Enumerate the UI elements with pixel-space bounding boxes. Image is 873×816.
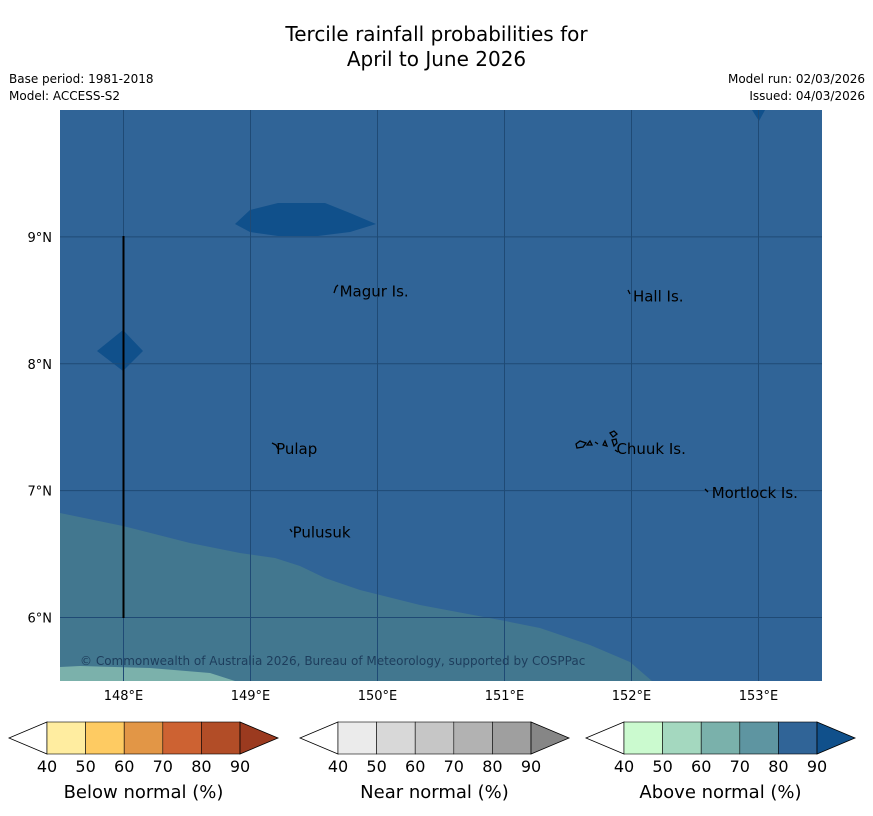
colorbar-min-extension — [7, 721, 48, 755]
colorbar-min-extension — [584, 721, 625, 755]
colorbar-tick-label: 80 — [768, 757, 788, 776]
colorbar-segment — [700, 721, 741, 755]
lon-tick-label: 151°E — [485, 689, 525, 704]
pulusuk-island-outline — [289, 528, 293, 533]
place-label: Hall Is. — [633, 288, 684, 306]
lat-tick-label: 8°N — [28, 358, 53, 373]
model-run: Model run: 02/03/2026 — [727, 72, 865, 86]
place-label: Pulusuk — [293, 524, 351, 542]
colorbar-3: 40 50 60 70 80 90 Above normal (%) — [584, 721, 857, 803]
place-label: Mortlock Is. — [712, 484, 798, 502]
colorbar-max-extension — [239, 721, 280, 755]
colorbar-segment — [201, 721, 241, 755]
colorbar-tick-label: 70 — [153, 757, 173, 776]
colorbar-tick-label: 40 — [37, 757, 57, 776]
colorbars: 40 50 60 70 80 90 Below normal (%) 40 50 60 70 80 90… — [7, 721, 857, 803]
title-line-2: April to June 2026 — [346, 47, 527, 71]
colorbar-tick-label: 40 — [614, 757, 634, 776]
copyright-notice: © Commonwealth of Australia 2026, Bureau… — [80, 654, 585, 668]
colorbar-tick-label: 40 — [328, 757, 348, 776]
base-info: Base period: 1981-2018 Model: ACCESS-S2 — [9, 71, 154, 105]
chuuk-island-outlines — [575, 430, 619, 453]
colorbar-tick-label: 80 — [191, 757, 211, 776]
colorbar-tick-label: 90 — [230, 757, 250, 776]
colorbar-segment — [662, 721, 702, 755]
colorbar-tick-label: 50 — [652, 757, 672, 776]
island-outlines — [271, 284, 709, 533]
lon-tick-label: 148°E — [104, 689, 144, 704]
place-labels: Magur Is. Hall Is. Pulap Chuuk Is. Mortlock … — [276, 282, 798, 541]
title-line-1: Tercile rainfall probabilities for — [285, 22, 588, 46]
colorbar-segment — [739, 721, 779, 755]
colorbar-2: 40 50 60 70 80 90 Near normal (%) — [298, 721, 571, 803]
colorbar-1: 40 50 60 70 80 90 Below normal (%) — [7, 721, 280, 803]
run-info: Model run: 02/03/2026 Issued: 04/03/2026 — [728, 71, 865, 105]
lat-tick-label: 7°N — [28, 485, 53, 500]
colorbar-segment — [85, 721, 125, 755]
colorbar-segment — [492, 721, 532, 755]
colorbar-tick-label: 60 — [114, 757, 134, 776]
colorbar-tick-label: 50 — [75, 757, 95, 776]
colorbar-segment — [453, 721, 493, 755]
colorbar-tick-label: 70 — [730, 757, 750, 776]
colorbar-max-extension — [530, 721, 571, 755]
colorbar-label: Above normal (%) — [639, 782, 801, 803]
colorbar-min-extension — [298, 721, 339, 755]
above-90-patch-north — [235, 203, 376, 236]
colorbar-segment — [623, 721, 663, 755]
issued-date: Issued: 04/03/2026 — [749, 89, 865, 103]
magur-island-outline — [333, 284, 339, 294]
lat-tick-label: 9°N — [28, 231, 53, 246]
colorbar-segment — [162, 721, 202, 755]
lon-tick-label: 153°E — [739, 689, 779, 704]
pulap-island-outline — [271, 442, 279, 450]
mortlock-island-outline — [704, 488, 709, 493]
colorbar-tick-label: 60 — [691, 757, 711, 776]
place-label: Chuuk Is. — [616, 440, 685, 458]
map-title: Tercile rainfall probabilities for April… — [0, 22, 873, 72]
above-60-region — [60, 666, 235, 681]
axis-ticks: 148°E 149°E 150°E 151°E 152°E 153°E 6°N 7°N 8°N 9… — [28, 231, 779, 704]
colorbar-tick-label: 80 — [482, 757, 502, 776]
base-period: Base period: 1981-2018 — [9, 72, 154, 86]
colorbar-label: Near normal (%) — [360, 782, 509, 803]
colorbar-segment — [376, 721, 416, 755]
colorbar-tick-label: 50 — [366, 757, 386, 776]
model-name: Model: ACCESS-S2 — [9, 89, 121, 103]
place-label: Magur Is. — [340, 282, 409, 300]
colorbar-label: Below normal (%) — [64, 782, 224, 803]
lat-tick-label: 6°N — [28, 612, 53, 627]
colorbar-segment — [123, 721, 164, 755]
lon-tick-label: 152°E — [612, 689, 652, 704]
colorbar-tick-label: 90 — [521, 757, 541, 776]
colorbar-segment — [337, 721, 377, 755]
colorbar-tick-label: 70 — [444, 757, 464, 776]
colorbar-tick-label: 90 — [807, 757, 827, 776]
colorbar-max-extension — [816, 721, 857, 755]
map-area: Magur Is. Hall Is. Pulap Chuuk Is. Mortlock … — [60, 110, 822, 681]
colorbar-segment — [414, 721, 455, 755]
colorbar-tick-label: 60 — [405, 757, 425, 776]
above-90-patch-west — [97, 330, 143, 371]
place-label: Pulap — [276, 440, 317, 458]
lon-tick-label: 150°E — [358, 689, 398, 704]
hall-island-outline — [627, 289, 631, 295]
colorbar-segment — [778, 721, 818, 755]
colorbar-segment — [46, 721, 86, 755]
lon-tick-label: 149°E — [231, 689, 271, 704]
